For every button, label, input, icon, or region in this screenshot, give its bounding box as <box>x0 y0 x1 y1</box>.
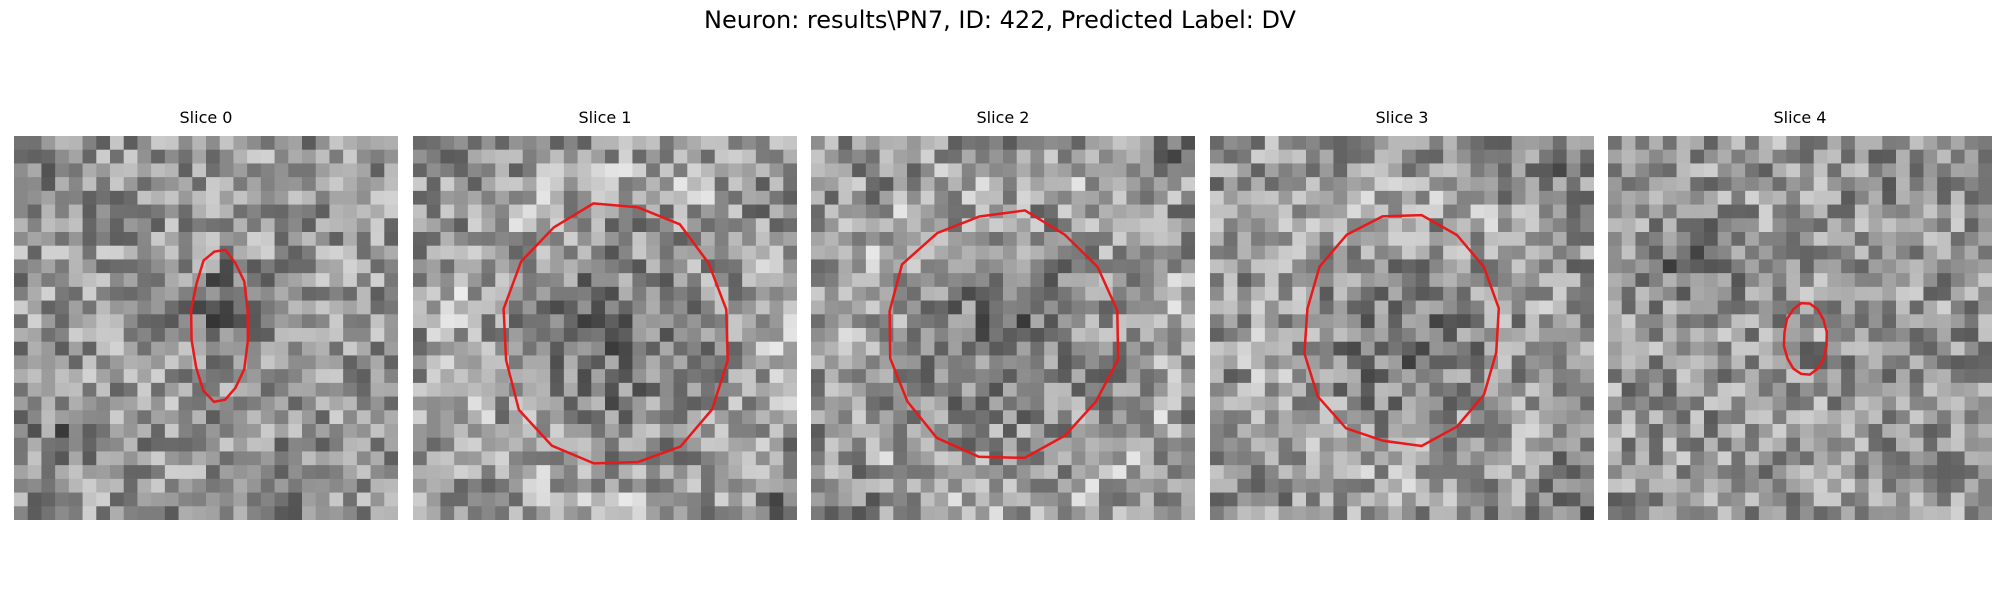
slice-title: Slice 4 <box>1773 108 1827 127</box>
slice-image <box>14 136 398 520</box>
slice-title: Slice 1 <box>578 108 632 127</box>
roi-contour <box>1782 301 1829 376</box>
slice-panel-1: Slice 1 <box>413 104 797 520</box>
slice-image <box>413 136 797 520</box>
slice-title: Slice 2 <box>976 108 1030 127</box>
slice-title: Slice 3 <box>1375 108 1429 127</box>
slice-image <box>1210 136 1594 520</box>
slice-title: Slice 0 <box>179 108 233 127</box>
slice-panel-3: Slice 3 <box>1210 104 1594 520</box>
slice-panel-2: Slice 2 <box>811 104 1195 520</box>
slice-heatmap <box>413 136 797 520</box>
roi-contour <box>189 248 250 404</box>
slice-heatmap <box>14 136 398 520</box>
roi-contour <box>502 202 729 465</box>
roi-contour <box>1303 213 1501 448</box>
slice-panel-0: Slice 0 <box>14 104 398 520</box>
slice-image <box>1608 136 1992 520</box>
slice-panel-4: Slice 4 <box>1608 104 1992 520</box>
slice-heatmap <box>1210 136 1594 520</box>
roi-contour <box>888 209 1120 460</box>
figure-title: Neuron: results\PN7, ID: 422, Predicted … <box>704 6 1296 34</box>
slice-heatmap <box>1608 136 1992 520</box>
slice-image <box>811 136 1195 520</box>
slice-heatmap <box>811 136 1195 520</box>
